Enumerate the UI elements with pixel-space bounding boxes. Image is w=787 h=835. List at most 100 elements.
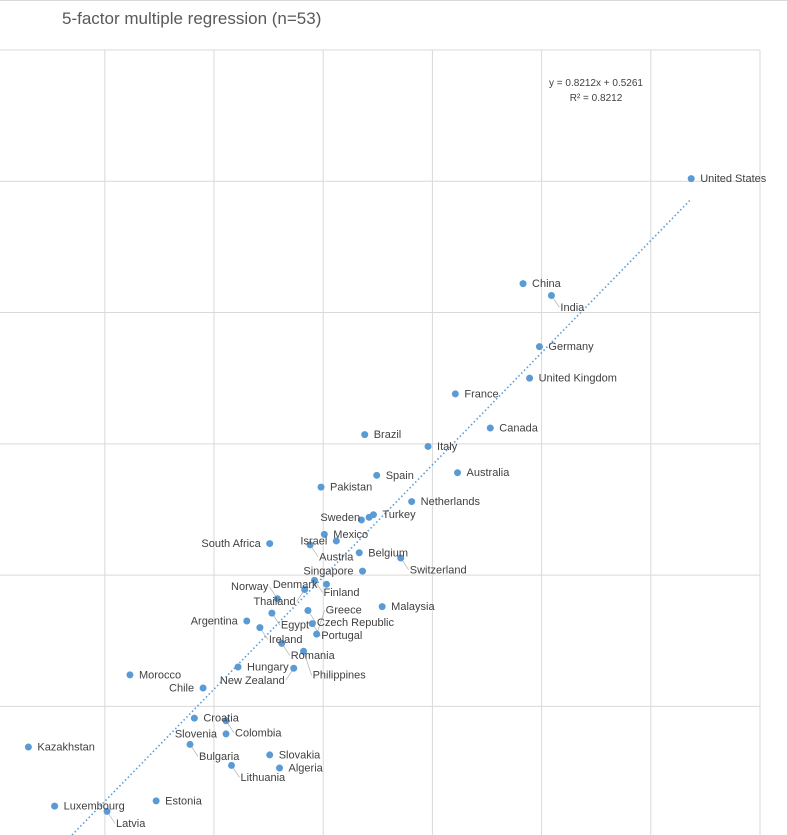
data-label: United States: [700, 173, 767, 185]
data-label: Singapore: [303, 566, 353, 578]
data-label: Netherlands: [421, 496, 481, 508]
data-label: Slovenia: [175, 728, 218, 740]
data-label: France: [464, 388, 498, 400]
data-label: Ireland: [269, 634, 303, 646]
data-label: Czech Republic: [317, 617, 395, 629]
data-point: [266, 540, 274, 548]
label-leader-line: [303, 651, 312, 676]
data-point: [256, 624, 264, 632]
data-point: [332, 537, 340, 545]
data-label: Australia: [467, 467, 511, 479]
data-point: [451, 390, 459, 398]
data-label: Germany: [548, 341, 594, 353]
data-label: Austria: [319, 551, 354, 563]
data-point: [547, 291, 555, 299]
data-label: Estonia: [165, 795, 203, 807]
data-label: Algeria: [289, 763, 324, 775]
data-point: [290, 664, 298, 672]
data-point: [268, 609, 276, 617]
data-label: Bulgaria: [199, 751, 240, 763]
gridlines: [0, 49, 761, 835]
data-point: [365, 513, 373, 521]
data-point: [51, 802, 59, 810]
data-point: [276, 764, 284, 772]
data-label: Switzerland: [410, 565, 467, 577]
data-label: Canada: [499, 423, 538, 435]
data-label: China: [532, 278, 562, 290]
trendline-equation: y = 0.8212x + 0.5261: [549, 78, 643, 89]
data-label: Latvia: [116, 818, 146, 830]
data-points: [24, 175, 695, 815]
data-point: [300, 647, 308, 655]
data-point: [222, 730, 230, 738]
data-point: [359, 567, 367, 575]
data-point: [152, 797, 160, 805]
data-label: South Africa: [201, 538, 261, 550]
data-label: Hungary: [247, 661, 289, 673]
data-label: Denmark: [273, 579, 318, 591]
data-point: [301, 586, 309, 594]
data-label: Sweden: [320, 512, 360, 524]
data-label: Philippines: [313, 670, 367, 682]
data-label: Lithuania: [240, 772, 286, 784]
data-label: Malaysia: [391, 601, 435, 613]
data-label: Luxembourg: [64, 801, 125, 813]
data-point: [526, 374, 534, 382]
data-label: Italy: [437, 441, 458, 453]
data-point: [357, 516, 365, 524]
data-label: Portugal: [321, 630, 362, 642]
data-point: [278, 639, 286, 647]
data-point: [234, 663, 242, 671]
data-label: Spain: [386, 470, 414, 482]
data-label: Slovakia: [279, 749, 321, 761]
data-label: United Kingdom: [539, 373, 617, 385]
data-point: [687, 175, 695, 183]
data-point: [24, 743, 32, 751]
data-label: Egypt: [281, 620, 309, 632]
data-label: Thailand: [253, 596, 295, 608]
data-point: [266, 751, 274, 759]
data-point: [313, 630, 321, 638]
data-point: [222, 717, 230, 725]
data-point: [408, 498, 416, 506]
data-point: [454, 469, 462, 477]
data-label: Belgium: [368, 547, 408, 559]
data-point: [243, 617, 251, 625]
data-label: New Zealand: [220, 675, 285, 687]
data-label: Greece: [326, 605, 362, 617]
data-label: Israel: [300, 535, 327, 547]
data-point: [306, 541, 314, 549]
data-label: India: [560, 302, 585, 314]
data-label: Finland: [323, 587, 359, 599]
data-label: Turkey: [382, 509, 416, 521]
data-point: [310, 576, 318, 584]
data-point: [519, 280, 527, 288]
label-leader-line: [316, 610, 325, 635]
data-label: Mexico: [333, 529, 368, 541]
data-point: [186, 740, 194, 748]
data-point: [304, 607, 312, 615]
data-point: [373, 471, 381, 479]
data-label: Brazil: [374, 429, 402, 441]
data-point: [227, 761, 235, 769]
top-border: [0, 0, 787, 1]
data-point: [308, 620, 316, 628]
data-label: Morocco: [139, 669, 181, 681]
data-label: Colombia: [235, 727, 282, 739]
data-point: [378, 603, 386, 611]
trendline-r-squared: R² = 0.8212: [570, 93, 623, 104]
data-label: Argentina: [191, 616, 239, 628]
data-point: [486, 424, 494, 432]
data-point: [397, 554, 405, 562]
data-point: [190, 714, 198, 722]
data-point: [103, 807, 111, 815]
data-point: [535, 343, 543, 351]
data-point: [322, 580, 330, 588]
data-label: Croatia: [203, 713, 239, 725]
data-point: [126, 671, 134, 679]
chart-title: 5-factor multiple regression (n=53): [62, 9, 322, 28]
data-point: [424, 442, 432, 450]
data-point: [317, 483, 325, 491]
data-label: Pakistan: [330, 482, 372, 494]
